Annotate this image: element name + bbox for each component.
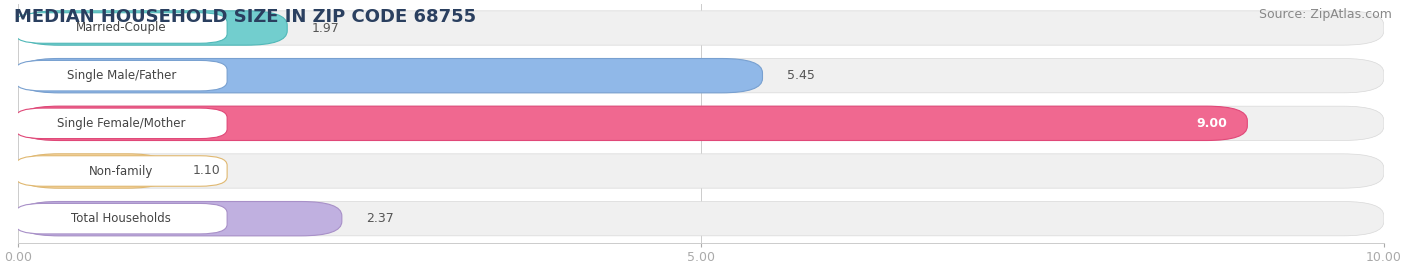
FancyBboxPatch shape bbox=[15, 156, 228, 186]
FancyBboxPatch shape bbox=[18, 154, 169, 188]
FancyBboxPatch shape bbox=[15, 203, 228, 234]
Text: MEDIAN HOUSEHOLD SIZE IN ZIP CODE 68755: MEDIAN HOUSEHOLD SIZE IN ZIP CODE 68755 bbox=[14, 8, 477, 26]
Text: 1.10: 1.10 bbox=[193, 165, 221, 177]
FancyBboxPatch shape bbox=[18, 154, 1384, 188]
FancyBboxPatch shape bbox=[18, 202, 1384, 236]
Text: 2.37: 2.37 bbox=[367, 212, 394, 225]
FancyBboxPatch shape bbox=[15, 13, 228, 43]
FancyBboxPatch shape bbox=[18, 11, 287, 45]
FancyBboxPatch shape bbox=[18, 58, 762, 93]
Text: Single Male/Father: Single Male/Father bbox=[66, 69, 176, 82]
FancyBboxPatch shape bbox=[18, 202, 342, 236]
Text: Total Households: Total Households bbox=[72, 212, 172, 225]
Text: 9.00: 9.00 bbox=[1197, 117, 1227, 130]
Text: 1.97: 1.97 bbox=[312, 21, 339, 35]
Text: Single Female/Mother: Single Female/Mother bbox=[58, 117, 186, 130]
Text: 5.45: 5.45 bbox=[787, 69, 815, 82]
FancyBboxPatch shape bbox=[18, 106, 1247, 140]
Text: Source: ZipAtlas.com: Source: ZipAtlas.com bbox=[1258, 8, 1392, 21]
Text: Married-Couple: Married-Couple bbox=[76, 21, 166, 35]
FancyBboxPatch shape bbox=[15, 108, 228, 139]
FancyBboxPatch shape bbox=[18, 106, 1384, 140]
FancyBboxPatch shape bbox=[18, 11, 1384, 45]
FancyBboxPatch shape bbox=[15, 60, 228, 91]
FancyBboxPatch shape bbox=[18, 58, 1384, 93]
Text: Non-family: Non-family bbox=[89, 165, 153, 177]
